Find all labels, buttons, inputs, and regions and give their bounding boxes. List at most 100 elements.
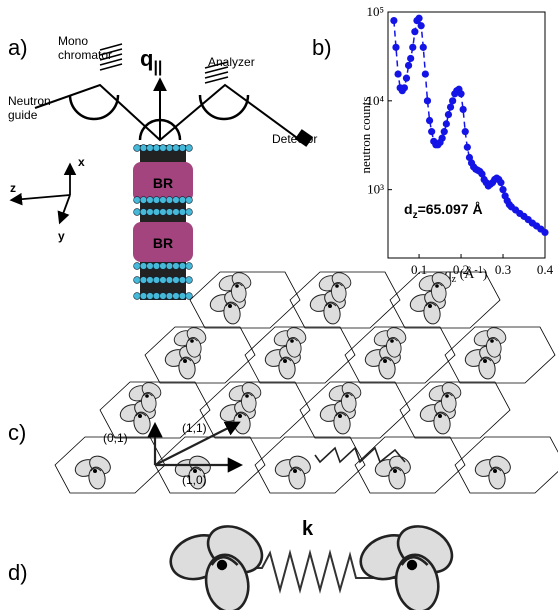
protein-trimer <box>228 382 262 413</box>
protein-arm <box>180 357 192 362</box>
vector-label: (1,1) <box>182 421 207 435</box>
protein-lobe <box>378 356 396 380</box>
lipid-head <box>165 262 174 270</box>
spring <box>240 549 398 594</box>
protein-center <box>328 304 332 308</box>
lipid-head <box>178 292 187 300</box>
y-tick-label: 10³ <box>367 182 384 197</box>
protein-arm <box>380 357 392 362</box>
data-point <box>428 128 436 136</box>
protein-lobe <box>204 553 250 610</box>
lipid-head <box>172 196 180 204</box>
panel-label: a) <box>8 35 28 60</box>
data-point <box>446 103 455 111</box>
axis-y: y <box>58 229 65 243</box>
x-axis-label: qz (Å-1) <box>445 265 488 285</box>
data-point <box>421 70 429 78</box>
protein-trimer <box>173 327 207 358</box>
lattice-cell <box>244 326 356 384</box>
annotation-sub: z <box>413 210 418 221</box>
protein-arm <box>488 337 498 342</box>
guide-label: guide <box>8 108 38 122</box>
protein-arm <box>190 467 202 472</box>
lipid-head <box>185 144 193 152</box>
protein-lobe <box>278 356 296 380</box>
lattice-cell <box>444 326 556 384</box>
br-label: BR <box>153 175 173 191</box>
protein-trimer <box>328 382 362 413</box>
lipid-head <box>152 208 161 216</box>
lipid-head <box>165 276 174 284</box>
protein-lobe <box>433 411 451 435</box>
lattice-cell <box>154 436 266 494</box>
spring-label: k <box>302 518 314 540</box>
xlabel-sup: -1 <box>474 265 482 276</box>
protein-trimer <box>274 455 311 490</box>
data-point <box>459 105 467 114</box>
lattice-cell <box>299 381 411 439</box>
protein-lobe <box>341 392 357 413</box>
protein-lobe <box>178 356 196 380</box>
lipid-head <box>178 262 187 270</box>
protein-arm <box>225 302 237 307</box>
panel-c-labels: c) (0,1) (1,1) (1,0) <box>8 420 406 487</box>
xlabel-part: q <box>445 267 452 282</box>
protein-arm <box>90 467 102 472</box>
protein-arm <box>210 555 239 566</box>
analyzer-label: Analyzer <box>208 55 255 69</box>
protein-lobe <box>241 392 257 413</box>
lipid-head <box>165 208 174 216</box>
protein-center <box>493 469 497 473</box>
protein-center <box>445 394 449 398</box>
lattice-cell <box>354 436 466 494</box>
protein-lobe <box>333 411 351 435</box>
protein-trimer <box>169 525 264 610</box>
data-point <box>402 74 411 82</box>
lipid-head <box>165 292 174 300</box>
data-point <box>541 228 549 237</box>
br-label: BR <box>153 235 173 251</box>
protein-center <box>335 284 339 288</box>
protein-center <box>238 414 242 418</box>
data-point <box>449 97 457 105</box>
protein-lobe <box>488 466 506 490</box>
lattice-cell <box>344 326 456 384</box>
q-sub: || <box>153 59 162 76</box>
data-point <box>394 70 402 78</box>
lipid-head <box>152 144 161 152</box>
data-point <box>417 22 425 30</box>
monochromator-label: chromator <box>58 48 112 62</box>
panel-a: a) Mono chromator Neutron guide Analyzer… <box>8 34 317 300</box>
protein-center <box>345 394 349 398</box>
data-point <box>390 17 398 25</box>
lattice-cell <box>399 381 511 439</box>
protein-lobe <box>486 337 502 358</box>
lipid-head <box>133 292 141 300</box>
lipid-head <box>172 276 180 284</box>
protein-arm <box>325 302 337 307</box>
annotation: dz=65.097 Å <box>404 201 483 221</box>
data-point <box>438 134 446 142</box>
y-tick-label: 10⁴ <box>366 93 384 108</box>
protein-arm <box>388 337 398 342</box>
data-point <box>425 116 434 125</box>
protein-arm <box>343 392 353 397</box>
panel-label: b) <box>312 35 332 60</box>
lipid-head <box>146 262 154 270</box>
protein-trimer <box>128 382 162 413</box>
xlabel-sub: z <box>452 274 457 285</box>
protein-center <box>338 414 342 418</box>
protein-lobe <box>441 392 457 413</box>
protein-arm <box>433 282 443 287</box>
protein-center <box>490 339 494 343</box>
data-point <box>457 90 465 98</box>
lattice-cell <box>289 271 401 329</box>
protein-lobe <box>386 337 402 358</box>
protein-lobe <box>188 466 206 490</box>
lipid-head <box>185 262 193 270</box>
protein-trimer <box>418 272 452 303</box>
lipid-head <box>178 144 187 152</box>
q-label: q|| <box>140 46 162 76</box>
protein-trimer <box>318 272 352 303</box>
